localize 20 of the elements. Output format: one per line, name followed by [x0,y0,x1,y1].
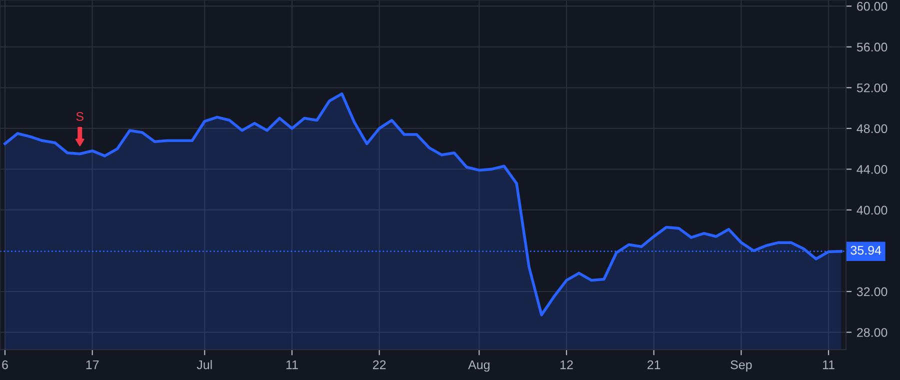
x-tick-label: Aug [468,360,490,372]
annotation: S [76,112,84,121]
x-tick-label: 21 [648,360,660,370]
x-tick-label: 6 [2,360,8,370]
y-tick-label: 44.00 [856,164,888,174]
y-tick-label: 32.00 [856,287,888,296]
x-tick-label: Jul [196,360,212,370]
y-tick-label: 28.00 [857,328,888,337]
ref-line-label: 35.94 [850,246,882,255]
y-tick-label: 60.00 [857,2,888,11]
y-tick-label: 56.00 [856,42,888,52]
x-tick-label: 11 [822,360,834,370]
x-tick-label: 17 [86,360,99,370]
y-tick-label: 52.00 [856,83,888,92]
x-tick-label: 22 [373,360,386,370]
y-tick-label: 40.00 [856,206,888,215]
x-tick-label: 11 [286,360,298,370]
x-tick-label: 12 [560,360,573,370]
y-tick-label: 48.00 [856,124,888,134]
x-tick-label: Sep [730,360,752,372]
